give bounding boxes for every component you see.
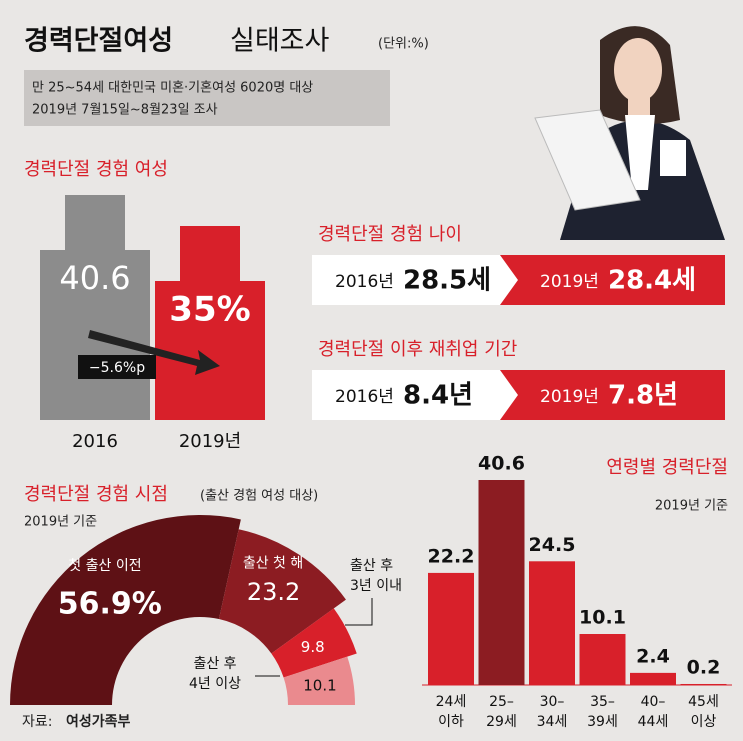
donut-segment (218, 529, 346, 654)
panel-title: 경력단절 경험 나이 (318, 224, 462, 245)
bar (155, 226, 265, 420)
chart-title: 경력단절 경험 시점 (24, 484, 168, 505)
value-label: 0.2 (687, 656, 721, 678)
panel-year: 2019년 (540, 387, 599, 407)
category-label: 이하 (438, 714, 464, 730)
subtitle-line: 2019년 7월15일~8월23일 조사 (32, 103, 218, 118)
category-label: 2016 (72, 431, 118, 452)
illustration (534, 26, 725, 240)
panel-value: 28.4세 (608, 266, 696, 296)
category-label: 4년 이상 (189, 676, 241, 692)
arrow (88, 330, 220, 375)
category-label: 이상 (691, 714, 717, 730)
chart-title: 연령별 경력단절 (606, 457, 728, 478)
category-label: 출산 후 (350, 558, 393, 574)
donut-segment (10, 515, 241, 705)
category-label: 45세 (688, 694, 719, 710)
bar (579, 634, 626, 685)
category-label: 25– (489, 694, 514, 710)
bar (680, 683, 727, 685)
donut-segment (283, 656, 355, 705)
value-label: 22.2 (428, 545, 475, 567)
category-label: 39세 (587, 714, 618, 730)
donut-segment (271, 608, 357, 678)
value-label: 40.6 (59, 259, 130, 297)
panel-year: 2016년 (335, 387, 394, 407)
category-label: 30– (540, 694, 565, 710)
annotation: −5.6%p (89, 360, 145, 376)
source-label: 자료: (22, 714, 52, 730)
value-label: 56.9% (58, 586, 162, 621)
title: 경력단절여성 (24, 26, 173, 57)
category-label: 24세 (436, 694, 467, 710)
subtitle-box (24, 70, 390, 126)
panel-value: 28.5세 (403, 266, 491, 296)
value-label: 35% (169, 290, 250, 330)
annotation-box (78, 355, 156, 379)
chart-note: 2019년 기준 (24, 515, 97, 530)
panel-title: 경력단절 이후 재취업 기간 (318, 339, 517, 360)
unit: (단위:%) (378, 37, 429, 52)
source-org: 여성가족부 (66, 713, 131, 730)
category-label: 출산 첫 해 (243, 556, 303, 572)
chart-title: 경력단절 경험 여성 (24, 159, 168, 180)
bar (478, 480, 525, 685)
panel-box-right (500, 370, 725, 420)
value-label: 10.1 (579, 607, 626, 629)
panel-year: 2019년 (540, 272, 599, 292)
leader-line (345, 598, 373, 626)
value-label: 40.6 (478, 453, 525, 475)
category-label: 29세 (486, 714, 517, 730)
panel-value: 7.8년 (608, 381, 678, 411)
value-label: 10.1 (303, 676, 336, 694)
panel-value: 8.4년 (403, 381, 473, 411)
category-label: 40– (641, 694, 666, 710)
chart-subtitle: (출산 경험 여성 대상) (200, 489, 318, 504)
bar (428, 572, 474, 685)
value-label: 23.2 (247, 578, 300, 606)
category-label: 35– (590, 694, 615, 710)
bar (630, 672, 676, 685)
category-label: 34세 (537, 714, 568, 730)
panel-box-right (500, 255, 725, 305)
category-label: 2019년 (179, 431, 241, 452)
title-2: 실태조사 (230, 26, 330, 57)
category-label: 3년 이내 (350, 578, 402, 594)
value-label: 9.8 (301, 638, 325, 656)
category-label: 출산 후 (193, 656, 236, 672)
panel-box-left (312, 370, 518, 420)
chart-note: 2019년 기준 (655, 499, 728, 514)
value-label: 2.4 (636, 645, 670, 667)
panel-year: 2016년 (335, 272, 394, 292)
category-label: 44세 (638, 714, 669, 730)
panel-box-left (312, 255, 518, 305)
value-label: 24.5 (529, 534, 576, 556)
category-label: 첫 출산 이전 (68, 558, 141, 574)
bar (529, 561, 575, 685)
subtitle-line: 만 25~54세 대한민국 미혼·기혼여성 6020명 대상 (32, 81, 313, 96)
